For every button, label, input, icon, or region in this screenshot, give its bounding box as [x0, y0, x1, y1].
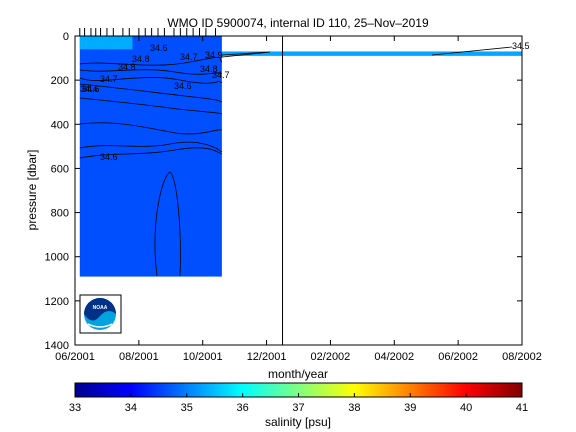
y-axis-label: pressure [dbar]: [25, 150, 39, 231]
x-tick-label-1: 08/2001: [119, 351, 159, 363]
contour-label-6: 34.7: [212, 70, 230, 80]
contour-line-7: [79, 147, 223, 159]
contour-label-12: 34.4: [80, 84, 98, 94]
colorbar-tick-label-7: 40: [460, 402, 472, 414]
x-tick-label-4: 02/2002: [311, 351, 351, 363]
y-axis: 0 200 400 600 800 1000 1200 1400: [45, 31, 522, 352]
x-tick-label-7: 08/2002: [502, 351, 542, 363]
colorbar-tick-label-8: 41: [516, 402, 528, 414]
plot-frame: [74, 35, 523, 346]
contour-label-0: 34.6: [150, 43, 168, 53]
contour-line-2: [79, 77, 223, 84]
y-tick-label-2: 400: [51, 119, 69, 131]
y-tick-label-3: 600: [51, 163, 69, 175]
y-tick-label-4: 800: [51, 208, 69, 220]
contour-line-1: [79, 69, 223, 75]
colorbar-tick-label-5: 38: [348, 402, 360, 414]
contour-line-8: [154, 171, 181, 277]
contour-line-6: [79, 141, 223, 153]
colorbar-ticks: 33 34 35 36 37 38 39 40 41: [69, 393, 528, 414]
colorbar-tick-label-4: 37: [292, 402, 304, 414]
contour-label-11: 34.5: [512, 41, 530, 51]
plot-area: 34.634.834.734.934.734.834.734.834.634.6…: [45, 28, 542, 363]
contour-line-5: [79, 122, 223, 135]
salinity-region-2: [221, 51, 522, 56]
contour-label-5: 34.8: [200, 64, 218, 74]
contour-lines: [79, 46, 513, 277]
y-tick-label-6: 1200: [45, 296, 69, 308]
x-tick-label-2: 10/2001: [183, 351, 223, 363]
contour-label-1: 34.8: [118, 62, 136, 72]
y-tick-label-1: 200: [51, 75, 69, 87]
contour-label-7: 34.8: [132, 54, 150, 64]
colorbar-tick-label-1: 34: [125, 402, 137, 414]
contour-line-9: [221, 51, 271, 58]
logo-text: NOAA: [93, 305, 108, 311]
chart-title: WMO ID 5900074, internal ID 110, 25–Nov–…: [167, 16, 429, 30]
x-axis: 06/2001 08/2001 10/2001 12/2001 02/2002 04/20…: [55, 36, 542, 363]
y-tick-label-5: 1000: [45, 252, 69, 264]
contour-line-4: [79, 97, 223, 115]
contour-line-10: [431, 46, 513, 56]
salinity-region-0: [79, 36, 222, 277]
colorbar-label: salinity [psu]: [265, 415, 331, 429]
contour-label-3: 34.9: [205, 50, 223, 60]
colorbar-tick-label-2: 35: [181, 402, 193, 414]
contour-label-2: 34.7: [100, 74, 118, 84]
contour-line-3: [79, 83, 223, 103]
x-axis-label: month/year: [268, 367, 328, 381]
y-tick-label-7: 1400: [45, 340, 69, 352]
colorbar-tick-label-3: 36: [237, 402, 249, 414]
contour-label-10: 34.6: [82, 84, 100, 94]
colorbar: 33 34 35 36 37 38 39 40 41 salinity [psu]: [69, 382, 528, 429]
contour-label-8: 34.6: [174, 81, 192, 91]
salinity-field: [79, 36, 522, 277]
colorbar-tick-label-6: 39: [404, 402, 416, 414]
contour-labels: 34.634.834.734.934.734.834.734.834.634.6…: [80, 41, 530, 162]
y-tick-label-0: 0: [63, 31, 69, 43]
x-tick-label-5: 04/2002: [374, 351, 414, 363]
x-tick-label-3: 12/2001: [247, 351, 287, 363]
salinity-region-1: [79, 36, 133, 50]
contour-label-9: 34.6: [100, 152, 118, 162]
contour-label-4: 34.7: [180, 52, 198, 62]
x-tick-label-0: 06/2001: [55, 351, 95, 363]
colorbar-tick-label-0: 33: [69, 402, 81, 414]
x-tick-label-6: 06/2002: [438, 351, 478, 363]
profile-ticks: [79, 28, 216, 36]
contour-line-0: [79, 57, 223, 66]
noaa-logo: NOAA: [79, 294, 122, 334]
